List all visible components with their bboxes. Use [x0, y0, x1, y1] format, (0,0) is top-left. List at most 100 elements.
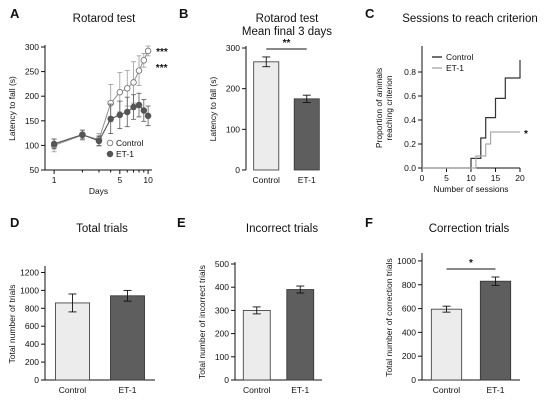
panel-title: Rotarod test: [256, 13, 319, 25]
data-point: [116, 111, 124, 119]
y-tick-label: 100: [25, 140, 39, 150]
panel-label-a: A: [10, 6, 20, 21]
data-point: [116, 89, 124, 96]
series-line: [53, 50, 149, 146]
y-tick-label: 0.6: [404, 91, 416, 101]
panel-title: Sessions to reach criterion: [402, 13, 538, 25]
y-tick-label: 200: [402, 351, 416, 361]
y-tick-label: 0.0: [404, 163, 416, 173]
y-axis-label: Total number of incorrect trials: [197, 265, 207, 379]
x-tick-label: 5: [444, 173, 449, 183]
x-tick-label: Control: [433, 385, 461, 395]
significance-marker: **: [283, 38, 291, 49]
panel-a: A Rotarod test 50 100 150 200 250 300 Latency to…: [7, 6, 168, 196]
y-tick-label: 100: [226, 124, 240, 134]
panel-d: D Total trials 0 200 400 600 800 1000 1200Total …: [7, 215, 155, 395]
data-point: [79, 131, 86, 138]
y-tick-label: 1200: [20, 267, 39, 277]
x-tick-label: 20: [515, 173, 525, 183]
bar-control: [55, 302, 90, 381]
bar-control: [430, 308, 463, 381]
legend-label: ET-1: [116, 149, 134, 159]
x-tick-label: 10: [143, 175, 153, 185]
y-tick-label: 200: [215, 329, 229, 339]
data-point: [95, 137, 103, 145]
panel-label-f: F: [365, 215, 373, 230]
x-tick-label: ET-1: [487, 385, 505, 395]
y-tick-label: 400: [402, 327, 416, 337]
y-tick-label: 400: [215, 282, 229, 292]
y-tick-label: 100: [215, 352, 229, 362]
y-tick-label: 600: [25, 321, 39, 331]
panel-f: F Correction trials 0 200 400 600 800 1000Total…: [365, 215, 520, 395]
y-tick-label: 1000: [20, 285, 39, 295]
y-tick-label: 150: [25, 116, 39, 126]
y-tick-label: 200: [25, 357, 39, 367]
legend-label: Control: [116, 138, 144, 148]
y-tick-label: 50: [30, 165, 40, 175]
data-point: [144, 112, 152, 120]
x-tick-label: ET-1: [119, 385, 137, 395]
y-axis-label-line: Proportion of animals: [374, 68, 384, 148]
panel-label-e: E: [177, 215, 186, 230]
x-tick-label: Control: [59, 385, 87, 395]
x-tick-label: 15: [491, 173, 501, 183]
panel-title: Incorrect trials: [246, 223, 318, 235]
panel-subtitle: Mean final 3 days: [242, 26, 332, 38]
panel-title: Total trials: [76, 223, 128, 235]
bar-et-1: [479, 280, 512, 381]
y-tick-label: 300: [215, 305, 229, 315]
y-tick-label: 800: [25, 303, 39, 313]
x-tick-label: ET-1: [298, 175, 316, 185]
data-point: [140, 57, 148, 64]
x-tick-label: Control: [243, 385, 271, 395]
bar-control: [242, 309, 271, 381]
significance-marker: ***: [156, 63, 168, 74]
y-axis-label-line: reaching criterion: [384, 75, 394, 140]
significance-marker: *: [524, 129, 528, 140]
panel-label-b: B: [179, 6, 188, 21]
x-tick-label: 5: [117, 175, 122, 185]
y-tick-label: 0: [34, 375, 39, 385]
panel-label-c: C: [365, 6, 375, 21]
y-tick-label: 400: [25, 339, 39, 349]
step-line-et-1: [422, 131, 520, 169]
y-tick-label: 0: [224, 375, 229, 385]
bar-et-1: [286, 289, 315, 381]
y-tick-label: 0.4: [404, 115, 416, 125]
y-tick-label: 200: [25, 91, 39, 101]
y-tick-label: 0.2: [404, 139, 416, 149]
y-tick-label: 300: [25, 42, 39, 52]
data-point: [130, 103, 137, 111]
data-point: [124, 108, 131, 116]
data-point: [135, 67, 143, 74]
data-point: [140, 107, 148, 114]
y-tick-label: 0: [411, 375, 416, 385]
x-tick-label: 10: [466, 173, 476, 183]
y-tick-label: 300: [226, 43, 240, 53]
y-tick-label: 500: [215, 259, 229, 269]
bar-et-1: [293, 98, 320, 171]
x-tick-label: ET-1: [291, 385, 309, 395]
y-tick-label: 0.8: [404, 67, 416, 77]
panel-title: Rotarod test: [73, 13, 136, 25]
x-axis-label: Days: [89, 186, 108, 196]
legend-marker: [106, 150, 114, 158]
panel-title: Correction trials: [429, 223, 510, 235]
series-et-1: [50, 92, 152, 150]
y-axis-label: Proportion of animalsreaching criterion: [374, 68, 394, 148]
x-tick-label: 0: [420, 173, 425, 183]
panel-c: C Sessions to reach criterion 0.0 0.2 0.4 0.6…: [365, 6, 538, 194]
data-point: [107, 115, 114, 123]
legend-label: ET-1: [446, 63, 464, 73]
y-axis-label: Latency to fall (s): [7, 76, 17, 141]
significance-marker: *: [469, 258, 473, 269]
significance-marker: ***: [156, 47, 168, 58]
x-axis-label: Number of sessions: [433, 184, 508, 194]
x-tick-label: 1: [52, 175, 57, 185]
data-point: [50, 140, 58, 148]
y-axis-label: Total number of trials: [7, 285, 17, 364]
legend-label: Control: [446, 52, 474, 62]
